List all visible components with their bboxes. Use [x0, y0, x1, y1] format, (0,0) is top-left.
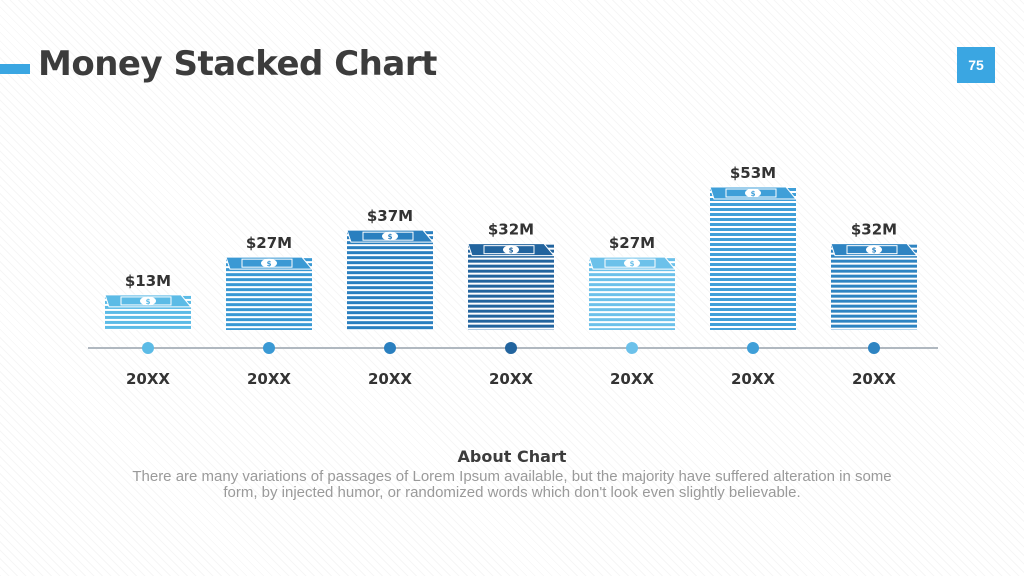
axis-marker-dot	[142, 342, 154, 354]
axis-marker-dot	[626, 342, 638, 354]
x-tick-label: 20XX	[489, 370, 533, 388]
about-chart-text: There are many variations of passages of…	[132, 468, 892, 501]
money-stacked-chart: $ $13M 20XX $ $27M 20XX $ $37M 20XX $ $32M 20XX $ $27…	[88, 164, 938, 388]
data-label: $37M	[367, 207, 413, 225]
money-stack-bar: $	[467, 243, 556, 330]
axis-marker-dot	[384, 342, 396, 354]
money-stack-bar: $	[346, 229, 435, 330]
x-tick-label: 20XX	[247, 370, 291, 388]
x-tick-label: 20XX	[368, 370, 412, 388]
page-title: Money Stacked Chart	[38, 44, 437, 84]
svg-text:$: $	[872, 247, 877, 255]
title-accent-bar	[0, 64, 30, 74]
data-label: $32M	[851, 221, 897, 239]
axis-marker-dot	[263, 342, 275, 354]
data-label: $13M	[125, 272, 171, 290]
page-number-badge: 75	[957, 47, 995, 83]
axis-marker-dot	[868, 342, 880, 354]
money-stack-bar: $	[588, 256, 677, 330]
x-tick-label: 20XX	[610, 370, 654, 388]
money-stack-bar: $	[104, 294, 193, 330]
svg-text:$: $	[146, 298, 151, 306]
data-label: $32M	[488, 221, 534, 239]
svg-text:$: $	[630, 260, 635, 268]
about-chart-title: About Chart	[457, 447, 567, 466]
money-stack-bar: $	[830, 243, 919, 330]
data-label: $27M	[609, 234, 655, 252]
data-label: $27M	[246, 234, 292, 252]
x-tick-label: 20XX	[126, 370, 170, 388]
svg-text:$: $	[509, 247, 514, 255]
data-label: $53M	[730, 164, 776, 182]
x-tick-label: 20XX	[731, 370, 775, 388]
svg-text:$: $	[751, 190, 756, 198]
axis-marker-dot	[505, 342, 517, 354]
axis-marker-dot	[747, 342, 759, 354]
svg-text:$: $	[267, 260, 272, 268]
money-stack-bar: $	[709, 186, 798, 330]
x-tick-label: 20XX	[852, 370, 896, 388]
money-stack-bar: $	[225, 256, 314, 330]
svg-text:$: $	[388, 233, 393, 241]
